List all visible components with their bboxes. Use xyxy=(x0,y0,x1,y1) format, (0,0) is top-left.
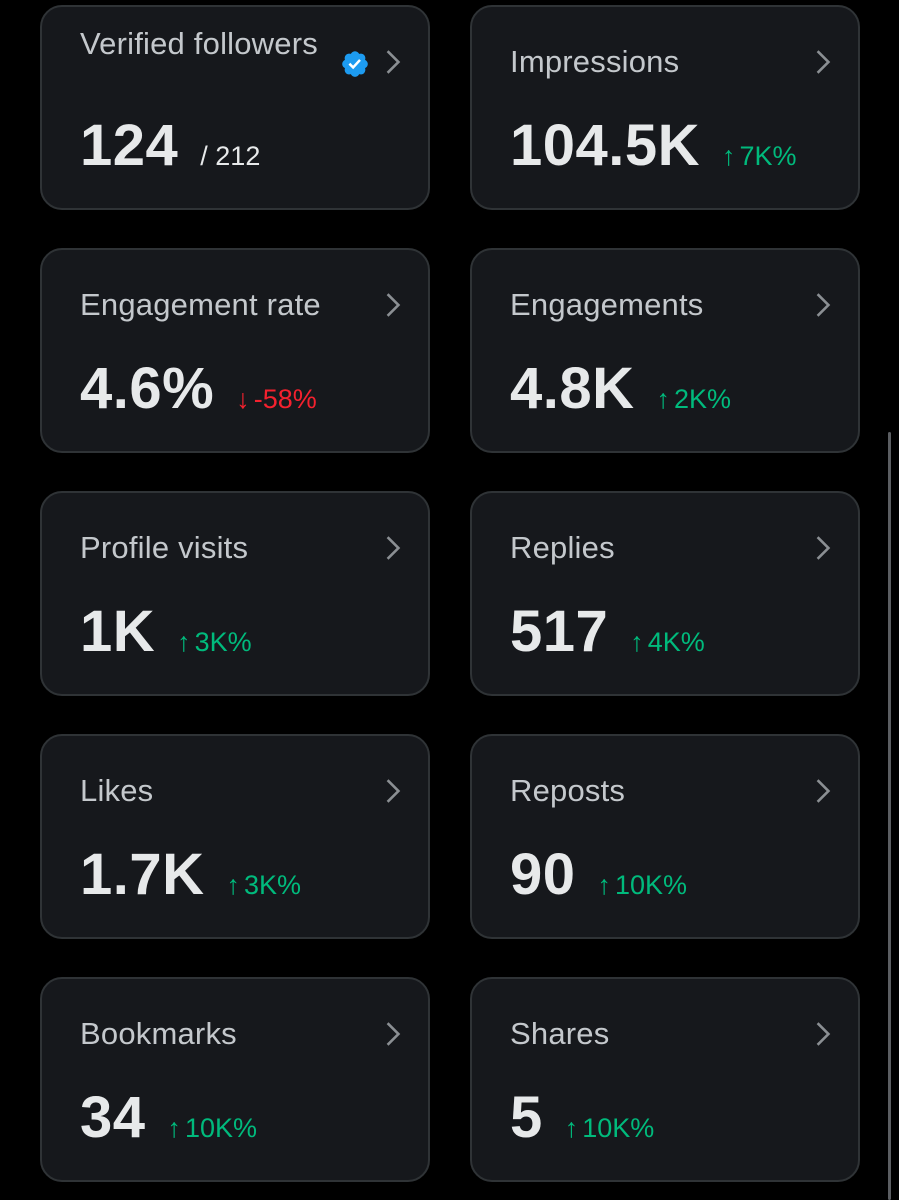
metric-value-row: 4.6% ↓ -58% xyxy=(80,354,317,424)
card-title: Shares xyxy=(510,1016,610,1051)
card-impressions[interactable]: Impressions 104.5K ↑ 7K% xyxy=(470,5,860,210)
arrow-down-icon: ↓ xyxy=(236,384,250,414)
metric-delta: ↑ 4K% xyxy=(630,627,705,658)
chevron-right-icon xyxy=(386,536,401,560)
verified-badge-icon xyxy=(342,51,368,77)
chevron-right-icon xyxy=(386,1022,401,1046)
card-shares[interactable]: Shares 5 ↑ 10K% xyxy=(470,977,860,1182)
arrow-up-icon: ↑ xyxy=(564,1113,579,1143)
card-title: Impressions xyxy=(510,44,680,79)
metric-delta: ↑ 2K% xyxy=(657,384,732,415)
metric-delta: ↑ 7K% xyxy=(722,141,797,172)
metric-delta: ↑ 3K% xyxy=(227,870,302,901)
card-title: Verified followers xyxy=(80,26,318,61)
metric-value: 104.5K xyxy=(510,113,701,178)
card-title: Bookmarks xyxy=(80,1016,237,1051)
arrow-up-icon: ↑ xyxy=(167,1113,182,1143)
metric-value-row: 104.5K ↑ 7K% xyxy=(510,111,797,181)
chevron-right-icon xyxy=(816,50,831,74)
metric-value: 5 xyxy=(510,1085,543,1150)
chevron-right-icon xyxy=(816,779,831,803)
delta-value: 2K% xyxy=(674,384,732,414)
metric-total: / 212 xyxy=(200,141,261,171)
arrow-up-icon: ↑ xyxy=(656,384,671,414)
delta-value: 10K% xyxy=(185,1113,258,1143)
card-replies[interactable]: Replies 517 ↑ 4K% xyxy=(470,491,860,696)
card-title: Engagement rate xyxy=(80,287,321,322)
card-verified-followers[interactable]: Verified followers 124 / 212 xyxy=(40,5,430,210)
delta-value: 10K% xyxy=(582,1113,655,1143)
arrow-up-icon: ↑ xyxy=(597,870,612,900)
metric-value-row: 34 ↑ 10K% xyxy=(80,1083,257,1153)
card-reposts[interactable]: Reposts 90 ↑ 10K% xyxy=(470,734,860,939)
delta-value: 10K% xyxy=(615,870,688,900)
card-title: Likes xyxy=(80,773,154,808)
metric-value-row: 1.7K ↑ 3K% xyxy=(80,840,301,910)
delta-value: 3K% xyxy=(194,627,252,657)
delta-value: 3K% xyxy=(244,870,302,900)
arrow-up-icon: ↑ xyxy=(722,141,736,171)
metric-value: 4.6% xyxy=(80,356,215,421)
chevron-right-icon xyxy=(386,779,401,803)
chevron-right-icon xyxy=(816,293,831,317)
arrow-up-icon: ↑ xyxy=(226,870,241,900)
scrollbar[interactable] xyxy=(888,432,891,1200)
metric-delta: ↑ 10K% xyxy=(598,870,688,901)
metric-value: 1K xyxy=(80,599,156,664)
chevron-right-icon xyxy=(386,50,401,74)
metrics-grid: Verified followers 124 / 212 Impressions… xyxy=(40,5,860,1182)
metric-value: 1.7K xyxy=(80,842,205,907)
card-title: Reposts xyxy=(510,773,626,808)
metric-value: 124 xyxy=(80,113,179,178)
card-likes[interactable]: Likes 1.7K ↑ 3K% xyxy=(40,734,430,939)
arrow-up-icon: ↑ xyxy=(177,627,191,657)
metric-value: 34 xyxy=(80,1085,146,1150)
metric-value: 90 xyxy=(510,842,576,907)
metric-value-row: 4.8K ↑ 2K% xyxy=(510,354,731,424)
metric-value: 4.8K xyxy=(510,356,635,421)
delta-value: 7K% xyxy=(739,141,797,171)
metric-value-row: 124 / 212 xyxy=(80,111,260,181)
card-profile-visits[interactable]: Profile visits 1K ↑ 3K% xyxy=(40,491,430,696)
delta-value: 4K% xyxy=(647,627,705,657)
arrow-up-icon: ↑ xyxy=(630,627,644,657)
metric-delta: ↑ 10K% xyxy=(565,1113,655,1144)
metric-delta: ↓ -58% xyxy=(236,384,317,415)
card-engagement-rate[interactable]: Engagement rate 4.6% ↓ -58% xyxy=(40,248,430,453)
card-title: Profile visits xyxy=(80,530,249,565)
metric-value-row: 1K ↑ 3K% xyxy=(80,597,252,667)
metric-delta: ↑ 10K% xyxy=(168,1113,258,1144)
chevron-right-icon xyxy=(816,536,831,560)
card-title: Replies xyxy=(510,530,615,565)
card-engagements[interactable]: Engagements 4.8K ↑ 2K% xyxy=(470,248,860,453)
delta-value: -58% xyxy=(253,384,317,414)
card-title: Engagements xyxy=(510,287,704,322)
metric-value-row: 517 ↑ 4K% xyxy=(510,597,705,667)
card-bookmarks[interactable]: Bookmarks 34 ↑ 10K% xyxy=(40,977,430,1182)
metric-value-row: 5 ↑ 10K% xyxy=(510,1083,654,1153)
metric-value: 517 xyxy=(510,599,609,664)
metric-delta: ↑ 3K% xyxy=(177,627,252,658)
chevron-right-icon xyxy=(386,293,401,317)
metric-value-row: 90 ↑ 10K% xyxy=(510,840,687,910)
chevron-right-icon xyxy=(816,1022,831,1046)
